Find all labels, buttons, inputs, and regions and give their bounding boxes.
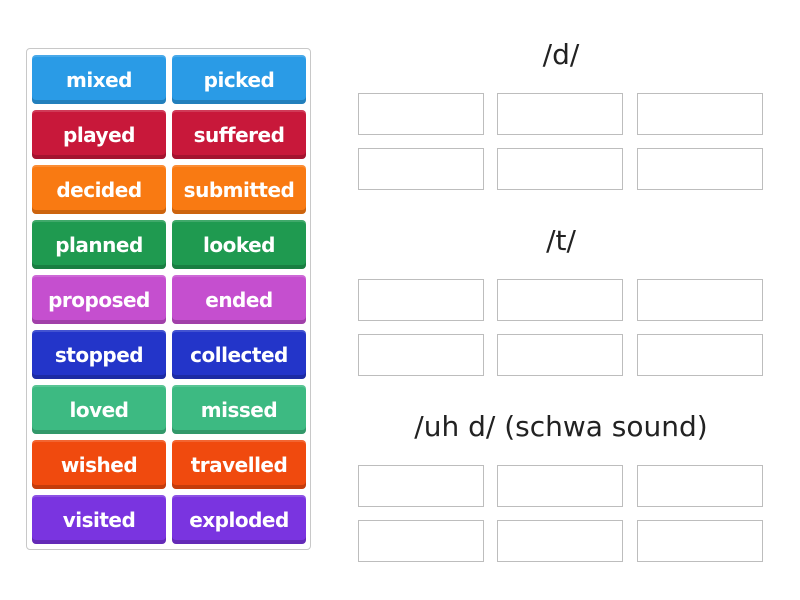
drop-slot[interactable]	[358, 93, 484, 135]
drop-slot[interactable]	[358, 279, 484, 321]
drop-slot[interactable]	[358, 465, 484, 507]
word-tile[interactable]: decided	[32, 165, 166, 214]
word-tile[interactable]: loved	[32, 385, 166, 434]
drop-slot[interactable]	[497, 279, 623, 321]
drop-slot[interactable]	[637, 148, 763, 190]
group-heading: /d/	[542, 38, 580, 71]
word-tile[interactable]: looked	[172, 220, 306, 269]
drop-slot[interactable]	[637, 334, 763, 376]
word-tile[interactable]: played	[32, 110, 166, 159]
drop-slot[interactable]	[358, 520, 484, 562]
group-heading: /t/	[546, 224, 576, 257]
word-tile[interactable]: exploded	[172, 495, 306, 544]
drop-slot[interactable]	[637, 93, 763, 135]
word-tile[interactable]: suffered	[172, 110, 306, 159]
drop-slot[interactable]	[637, 520, 763, 562]
drop-slot[interactable]	[637, 279, 763, 321]
word-tile[interactable]: submitted	[172, 165, 306, 214]
word-tile[interactable]: visited	[32, 495, 166, 544]
word-tile[interactable]: travelled	[172, 440, 306, 489]
word-tile[interactable]: stopped	[32, 330, 166, 379]
word-tile[interactable]: picked	[172, 55, 306, 104]
drop-slot[interactable]	[497, 520, 623, 562]
drop-slot[interactable]	[497, 148, 623, 190]
drop-slot[interactable]	[358, 334, 484, 376]
drop-slot[interactable]	[497, 465, 623, 507]
group-heading: /uh d/ (schwa sound)	[414, 410, 708, 443]
drop-slot[interactable]	[637, 465, 763, 507]
word-tile[interactable]: planned	[32, 220, 166, 269]
drop-slot[interactable]	[497, 334, 623, 376]
word-tile[interactable]: wished	[32, 440, 166, 489]
word-tile[interactable]: mixed	[32, 55, 166, 104]
drop-slot[interactable]	[358, 148, 484, 190]
word-tile[interactable]: collected	[172, 330, 306, 379]
word-tile[interactable]: missed	[172, 385, 306, 434]
word-tile[interactable]: ended	[172, 275, 306, 324]
drop-slot[interactable]	[497, 93, 623, 135]
word-tile[interactable]: proposed	[32, 275, 166, 324]
